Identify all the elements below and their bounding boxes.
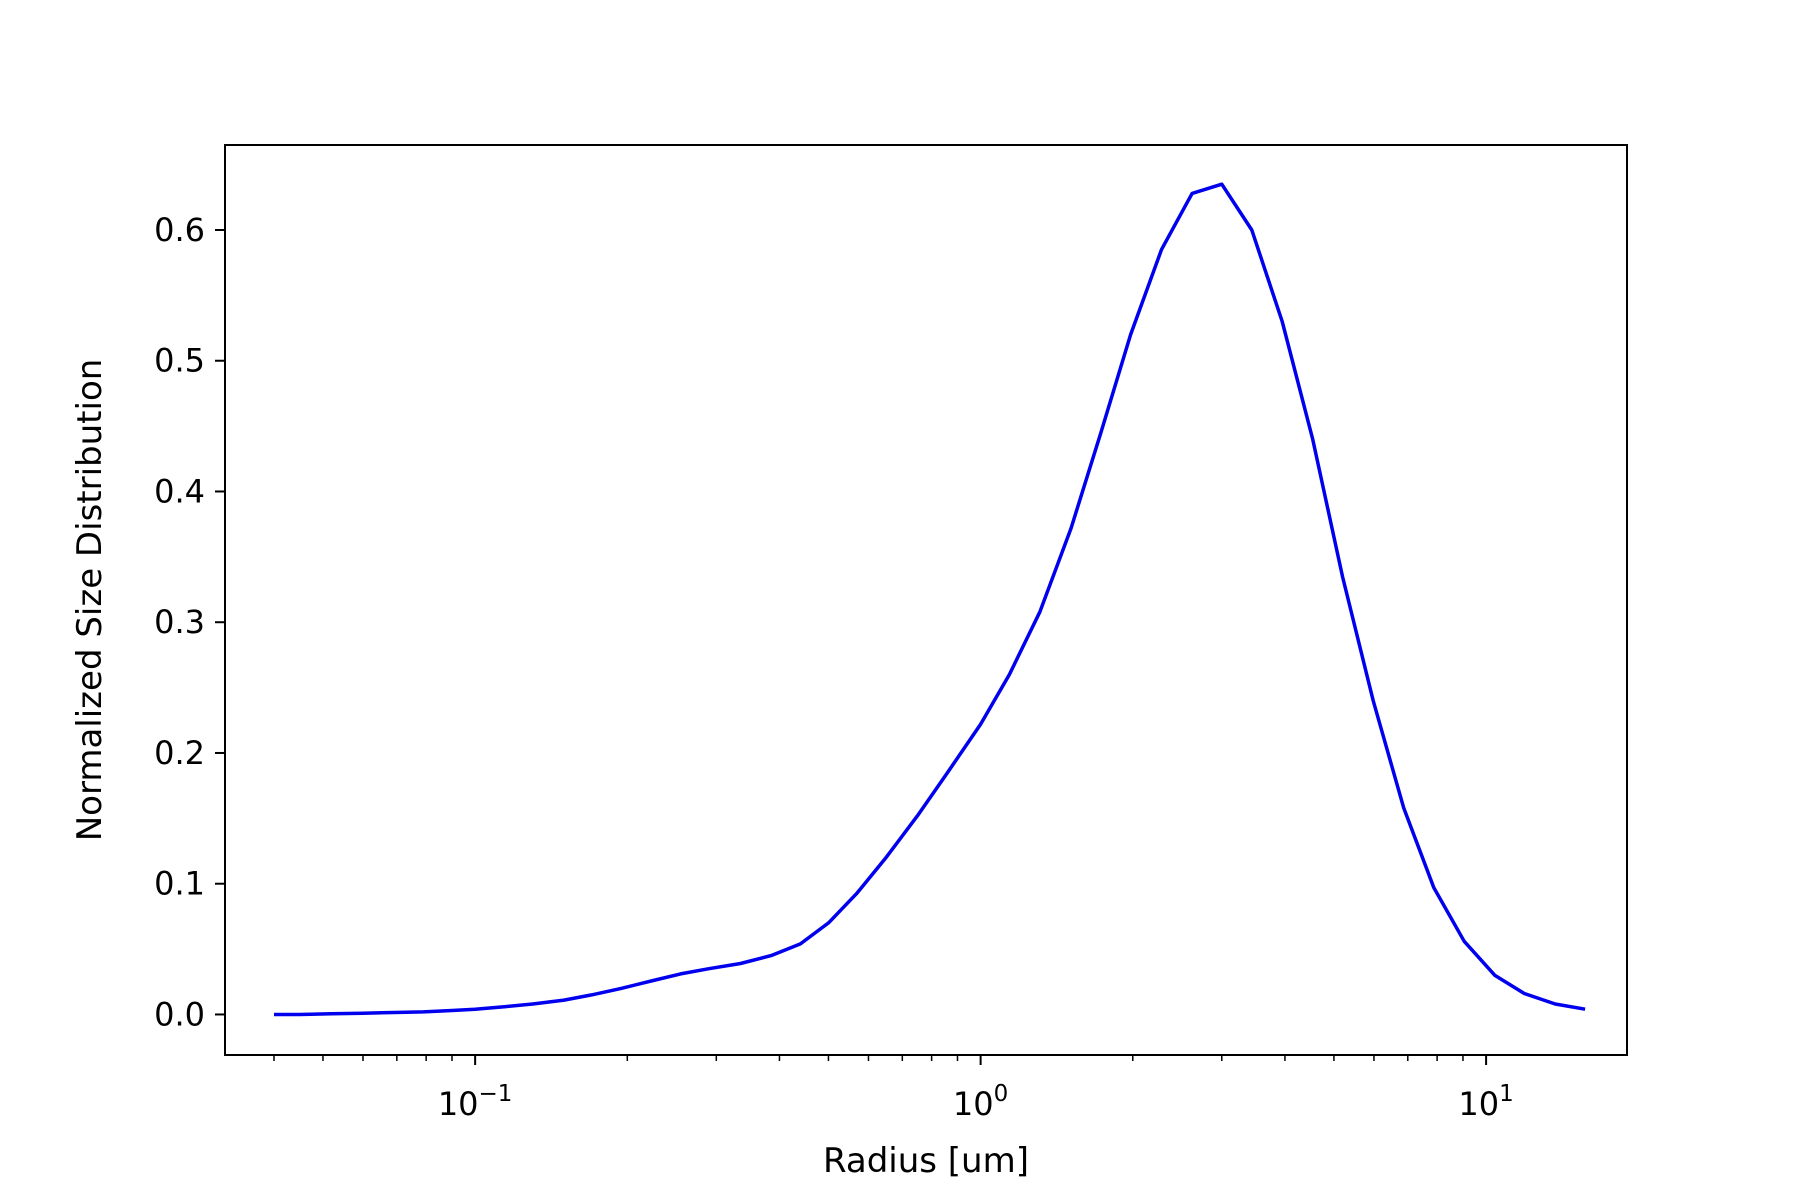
y-tick-label: 0.6: [154, 211, 205, 249]
series-line: [274, 182, 1586, 1017]
x-axis-minor-ticks: [273, 1055, 1464, 1061]
y-tick-label: 0.3: [154, 603, 205, 641]
y-tick-label: 0.2: [154, 734, 205, 772]
y-tick-label: 0.5: [154, 342, 205, 380]
y-tick-label: 0.1: [154, 865, 205, 903]
plot-frame: [224, 144, 1628, 1056]
y-tick-label: 0.4: [154, 472, 205, 510]
y-tick-label: 0.0: [154, 995, 205, 1033]
x-axis-label: Radius [um]: [823, 1141, 1029, 1181]
y-axis-label: Normalized Size Distribution: [70, 359, 110, 842]
x-tick-label: 10−1: [438, 1081, 513, 1123]
y-axis-ticks: 0.0 0.1 0.2 0.3 0.4 0.5 0.6: [154, 211, 225, 1033]
x-axis-ticks: 10−1 100 101: [438, 1055, 1514, 1123]
x-tick-label: 100: [953, 1081, 1008, 1123]
x-tick-label: 101: [1458, 1081, 1513, 1123]
